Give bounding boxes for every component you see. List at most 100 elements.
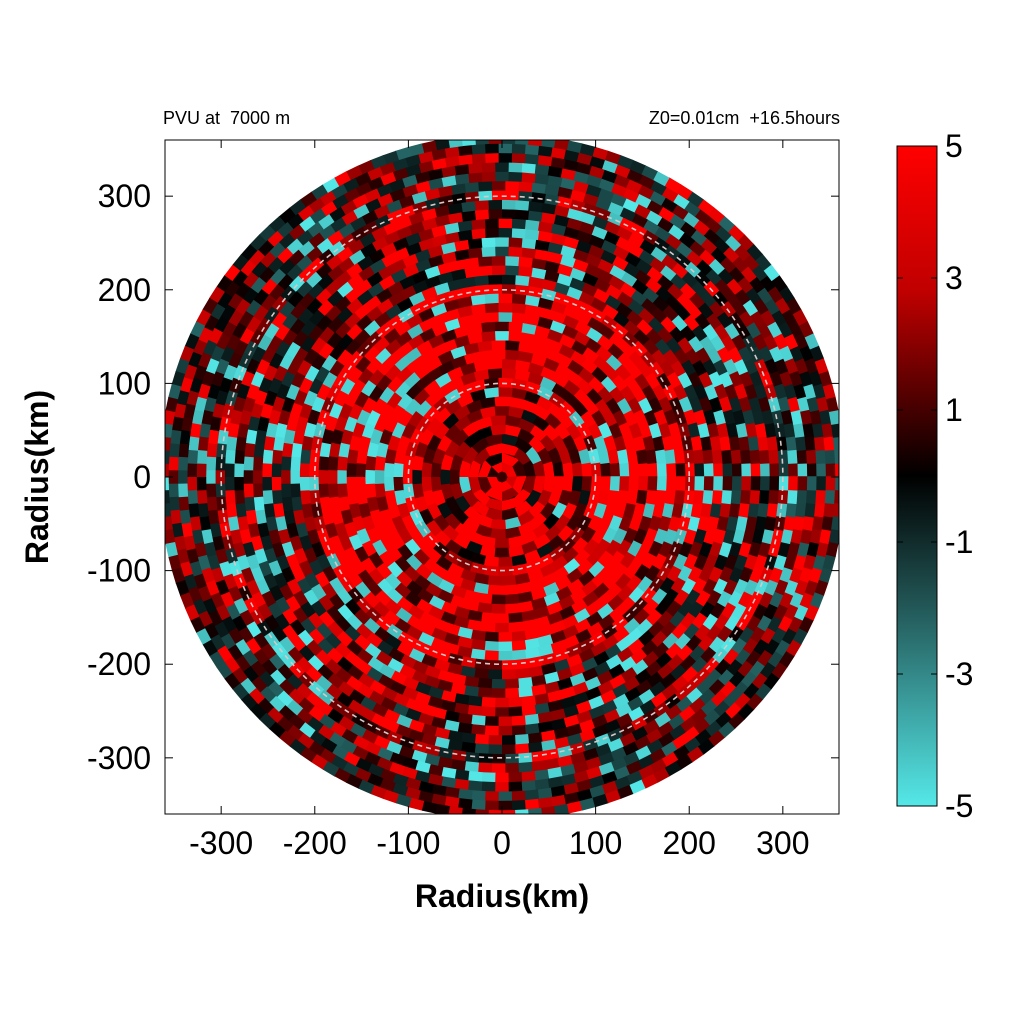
heatmap-cell	[699, 601, 716, 619]
heatmap-cell	[547, 174, 563, 187]
heatmap-cell	[652, 295, 670, 312]
heatmap-cell	[537, 230, 553, 243]
heatmap-cell	[831, 515, 839, 531]
heatmap-cell	[328, 360, 345, 378]
heatmap-cell	[634, 372, 651, 390]
heatmap-cell	[731, 602, 748, 620]
heatmap-cell	[507, 330, 523, 342]
heatmap-cell	[757, 502, 769, 518]
heatmap-cell	[391, 515, 407, 533]
heatmap-cell	[307, 257, 325, 274]
heatmap-cell	[537, 711, 554, 724]
heatmap-cell	[687, 565, 703, 583]
heatmap-cell	[568, 276, 586, 292]
heatmap-cell	[311, 541, 326, 559]
heatmap-cell	[511, 387, 528, 400]
heatmap-cell	[619, 462, 630, 477]
heatmap-cell	[202, 598, 218, 615]
heatmap-cell	[316, 553, 332, 571]
heatmap-cell	[181, 522, 194, 538]
heatmap-cell	[418, 621, 436, 637]
heatmap-cell	[646, 671, 664, 688]
heatmap-cell	[336, 246, 354, 263]
heatmap-cell	[415, 537, 433, 555]
heatmap-cell	[638, 764, 656, 780]
heatmap-cell	[450, 183, 466, 195]
heatmap-cell	[506, 476, 518, 488]
heatmap-cell	[463, 506, 481, 524]
heatmap-cell	[809, 528, 822, 544]
heatmap-cell	[375, 650, 393, 667]
heatmap-cell	[299, 319, 317, 337]
heatmap-cell	[271, 449, 283, 465]
heatmap-cell	[285, 415, 299, 432]
heatmap-cell	[771, 661, 788, 679]
heatmap-cell	[520, 398, 539, 414]
heatmap-cell	[628, 159, 646, 175]
heatmap-cell	[454, 173, 470, 185]
heatmap-cell	[252, 456, 264, 472]
heatmap-cell	[501, 358, 517, 370]
heatmap-cell	[505, 753, 520, 764]
heatmap-cell	[648, 396, 663, 414]
heatmap-cell	[375, 374, 392, 392]
heatmap-cell	[797, 541, 810, 558]
heatmap-cell	[252, 470, 263, 485]
heatmap-cell	[306, 221, 324, 238]
heatmap-cell	[258, 670, 276, 688]
heatmap-cell	[319, 748, 337, 765]
heatmap-cell	[308, 741, 326, 757]
heatmap-cell	[430, 312, 448, 327]
heatmap-cell	[497, 377, 513, 388]
heatmap-cell	[691, 656, 709, 674]
heatmap-cell	[483, 386, 499, 399]
heatmap-cell	[317, 638, 335, 656]
heatmap-cell	[773, 603, 789, 621]
heatmap-cell	[453, 334, 470, 349]
heatmap-cell	[771, 528, 784, 545]
heatmap-cell	[502, 584, 517, 596]
heatmap-cell	[642, 650, 660, 668]
heatmap-cell	[378, 663, 396, 680]
heatmap-cell	[209, 651, 226, 669]
heatmap-cell	[463, 266, 480, 279]
heatmap-cell	[530, 267, 547, 280]
heatmap-cell	[289, 302, 306, 320]
heatmap-cell	[371, 539, 388, 557]
heatmap-cell	[354, 581, 372, 599]
heatmap-cell	[612, 527, 628, 545]
heatmap-cell	[699, 335, 716, 353]
heatmap-cell	[365, 580, 383, 598]
heatmap-cell	[557, 745, 574, 759]
heatmap-cell	[381, 686, 399, 702]
heatmap-cell	[239, 259, 257, 277]
heatmap-cell	[245, 316, 262, 334]
heatmap-cell	[578, 489, 592, 506]
heatmap-cell	[538, 721, 554, 734]
heatmap-cell	[658, 540, 674, 558]
heatmap-cell	[595, 538, 612, 556]
heatmap-cell	[561, 390, 580, 407]
heatmap-cell	[399, 284, 417, 301]
heatmap-cell	[560, 695, 577, 710]
heatmap-cell	[299, 449, 311, 465]
heatmap-cell	[690, 229, 708, 246]
heatmap-cell	[299, 490, 311, 506]
heatmap-cell	[501, 433, 519, 446]
heatmap-cell	[216, 291, 233, 309]
heatmap-cell	[614, 775, 632, 790]
heatmap-cell	[278, 705, 296, 722]
heatmap-cell	[534, 173, 550, 185]
heatmap-cell	[481, 171, 496, 182]
range-ring-200	[313, 288, 691, 666]
heatmap-cell	[466, 530, 484, 546]
heatmap-cell	[634, 668, 652, 685]
heatmap-cell	[355, 477, 366, 492]
heatmap-cell	[755, 253, 772, 271]
heatmap-cell	[265, 422, 278, 439]
heatmap-cell	[714, 553, 729, 571]
heatmap-cell	[756, 286, 773, 304]
heatmap-cell	[779, 650, 795, 668]
heatmap-cell	[636, 489, 648, 505]
heatmap-cell	[721, 449, 733, 464]
